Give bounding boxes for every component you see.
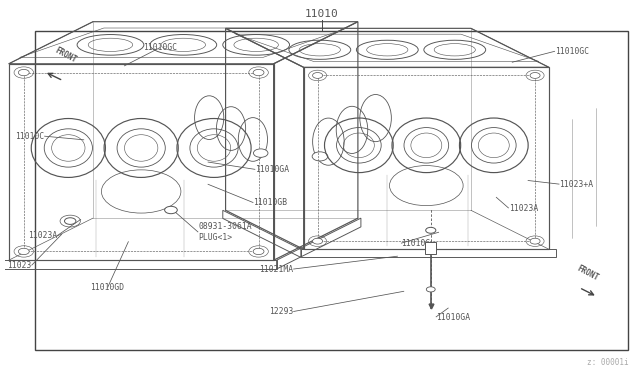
Text: 08931-3061A
PLUG<1>: 08931-3061A PLUG<1>	[198, 222, 252, 242]
Bar	[425, 243, 436, 254]
Circle shape	[19, 248, 29, 254]
Text: 11010GD: 11010GD	[90, 283, 125, 292]
Bar	[35, 31, 628, 350]
Text: 11021MA: 11021MA	[259, 264, 293, 273]
Text: 11010GC: 11010GC	[143, 43, 177, 52]
Circle shape	[426, 227, 436, 233]
Text: 11010GB: 11010GB	[253, 198, 287, 207]
Circle shape	[530, 238, 540, 244]
Circle shape	[253, 149, 268, 157]
Text: FRONT: FRONT	[575, 264, 600, 283]
Text: FRONT: FRONT	[53, 46, 77, 65]
Text: 11010GA: 11010GA	[436, 312, 470, 321]
Circle shape	[312, 238, 323, 244]
Circle shape	[253, 70, 264, 76]
Circle shape	[65, 218, 76, 224]
Circle shape	[530, 73, 540, 78]
Text: 11010G: 11010G	[401, 239, 430, 248]
Text: 11023A: 11023A	[28, 231, 57, 240]
Text: 11023: 11023	[7, 261, 31, 270]
Text: 11023+A: 11023+A	[559, 180, 593, 189]
Text: z: 00001i: z: 00001i	[588, 358, 629, 367]
Circle shape	[164, 206, 177, 214]
Circle shape	[426, 287, 435, 292]
Circle shape	[312, 73, 323, 78]
Circle shape	[312, 152, 328, 161]
Text: 11010GC: 11010GC	[555, 47, 589, 56]
Circle shape	[253, 248, 264, 254]
Circle shape	[19, 70, 29, 76]
Text: 12293: 12293	[269, 307, 293, 316]
Text: 11010GA: 11010GA	[255, 165, 289, 174]
Text: 11010: 11010	[305, 9, 339, 19]
Text: 11010C: 11010C	[15, 132, 44, 141]
Text: 11023A: 11023A	[509, 203, 538, 213]
